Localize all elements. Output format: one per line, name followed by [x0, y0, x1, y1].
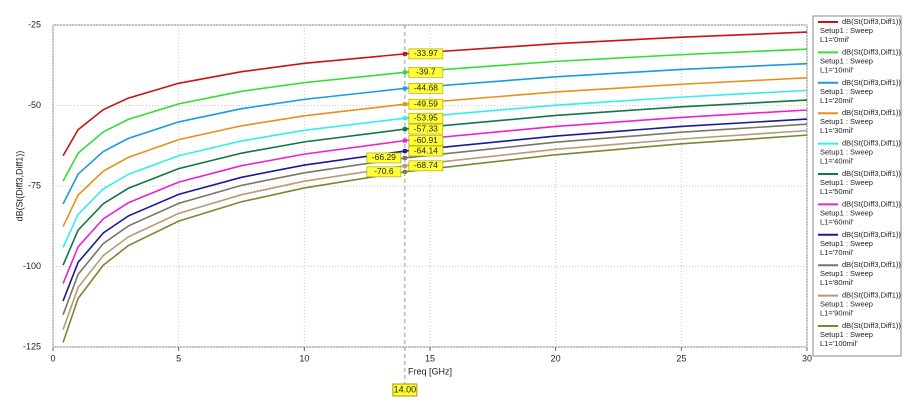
series-line [62, 134, 807, 343]
legend-variation: L1='40mil' [820, 157, 854, 166]
data-point [402, 116, 407, 121]
data-label: -53.95 [414, 112, 438, 122]
legend-name: dB(St(Diff3,Diff1)) [842, 169, 901, 178]
data-label: -64.14 [414, 145, 438, 155]
legend-setup: Setup1 : Sweep [820, 178, 873, 187]
marker-label-box [392, 383, 418, 397]
data-label-box [366, 166, 402, 178]
legend-variation: L1='0mil' [820, 35, 850, 44]
data-point [402, 149, 407, 154]
data-label: -44.68 [414, 83, 438, 93]
legend-name: dB(St(Diff3,Diff1)) [842, 47, 901, 56]
x-axis-label: Freq [GHz] [408, 366, 452, 376]
data-label-box [408, 135, 444, 146]
legend-setup: Setup1 : Sweep [820, 208, 873, 217]
x-tick-label: 30 [802, 353, 812, 363]
data-label-box [408, 145, 444, 157]
series-line [62, 129, 807, 330]
data-point [402, 102, 407, 107]
data-label: -60.91 [414, 135, 438, 145]
data-label: -70.6 [374, 166, 394, 176]
data-label-box [408, 98, 444, 110]
legend-setup: Setup1 : Sweep [820, 56, 873, 65]
series-line [62, 77, 807, 227]
data-point [402, 127, 407, 132]
legend-setup: Setup1 : Sweep [820, 239, 873, 248]
legend-setup: Setup1 : Sweep [820, 87, 873, 96]
plot-area [52, 24, 808, 348]
legend-name: dB(St(Diff3,Diff1)) [842, 17, 901, 26]
x-tick-label: 25 [676, 353, 686, 363]
data-point [402, 70, 407, 75]
series-line [62, 109, 807, 284]
legend-name: dB(St(Diff3,Diff1)) [842, 291, 901, 300]
data-label-box [366, 152, 402, 164]
y-tick-label: -100 [23, 261, 41, 271]
x-tick-label: 5 [176, 353, 181, 363]
data-label-box [408, 123, 444, 135]
data-label-box [408, 83, 444, 94]
x-tick-label: 0 [50, 353, 55, 363]
data-label: -39.7 [416, 67, 436, 77]
data-label: -68.74 [414, 160, 438, 170]
series-line [62, 89, 807, 248]
series-line [62, 62, 807, 205]
data-label: -49.59 [414, 98, 438, 108]
legend [812, 15, 902, 357]
data-point [402, 169, 407, 174]
series-line [62, 31, 807, 157]
x-tick-label: 20 [551, 353, 561, 363]
legend-variation: L1='80mil' [820, 278, 854, 287]
data-label: -66.29 [372, 152, 396, 162]
data-point [402, 138, 407, 143]
legend-variation: L1='50mil' [820, 187, 854, 196]
legend-name: dB(St(Diff3,Diff1)) [842, 321, 901, 330]
series-line [62, 123, 807, 316]
data-label-box [408, 67, 444, 78]
data-label-box [408, 160, 444, 172]
series-line [62, 118, 807, 302]
legend-setup: Setup1 : Sweep [820, 300, 873, 309]
legend-variation: L1='90mil' [820, 309, 854, 318]
data-label-box [408, 112, 444, 124]
legend-variation: L1='10mil' [820, 65, 854, 74]
legend-variation: L1='60mil' [820, 217, 854, 226]
legend-name: dB(St(Diff3,Diff1)) [842, 199, 901, 208]
legend-variation: L1='100mil' [820, 339, 858, 348]
data-label: -33.97 [414, 48, 438, 58]
legend-name: dB(St(Diff3,Diff1)) [842, 108, 901, 117]
y-tick-label: -50 [28, 100, 41, 110]
data-point [402, 86, 407, 91]
legend-setup: Setup1 : Sweep [820, 269, 873, 278]
x-tick-label: 10 [299, 353, 309, 363]
series-line [62, 48, 807, 182]
legend-name: dB(St(Diff3,Diff1)) [842, 260, 901, 269]
data-point [402, 155, 407, 160]
y-axis-label: dB(St(Diff3,Diff1)) [14, 151, 24, 222]
legend-name: dB(St(Diff3,Diff1)) [842, 78, 901, 87]
y-tick-label: -75 [28, 180, 41, 190]
legend-setup: Setup1 : Sweep [820, 330, 873, 339]
marker-label: 14.00 [394, 384, 417, 394]
legend-variation: L1='30mil' [820, 126, 854, 135]
legend-name: dB(St(Diff3,Diff1)) [842, 139, 901, 148]
legend-setup: Setup1 : Sweep [820, 26, 873, 35]
y-tick-label: -25 [28, 19, 41, 29]
legend-variation: L1='70mil' [820, 248, 854, 257]
data-label: -57.33 [414, 123, 438, 133]
data-point [402, 163, 407, 168]
series-line [62, 99, 807, 266]
data-point [402, 51, 407, 56]
legend-setup: Setup1 : Sweep [820, 117, 873, 126]
x-tick-label: 15 [425, 353, 435, 363]
legend-entries: dB(St(Diff3,Diff1))Setup1 : SweepL1='0mi… [818, 17, 901, 348]
y-tick-label: -125 [23, 341, 41, 351]
data-label-box [408, 48, 444, 60]
legend-variation: L1='20mil' [820, 96, 854, 105]
legend-setup: Setup1 : Sweep [820, 148, 873, 157]
legend-name: dB(St(Diff3,Diff1)) [842, 230, 901, 239]
